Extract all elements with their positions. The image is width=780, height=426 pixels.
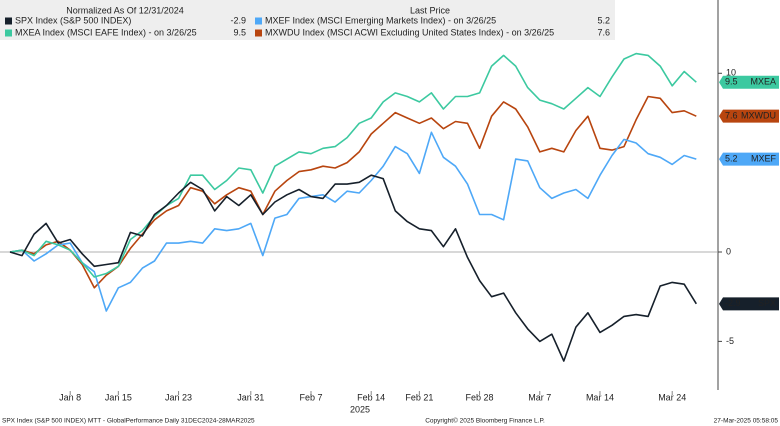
legend-title: Normalized As Of 12/31/2024 bbox=[66, 5, 184, 15]
legend-value: 7.6 bbox=[597, 27, 610, 37]
x-tick-label: Jan 15 bbox=[105, 392, 132, 402]
y-tick-label: -5 bbox=[726, 336, 734, 346]
value-tag-value: 9.5 bbox=[725, 77, 738, 87]
footer-right: 27-Mar-2025 05:58:05 bbox=[714, 418, 779, 425]
legend-background bbox=[0, 0, 615, 40]
legend-label: MXEA Index (MSCI EAFE Index) - on 3/26/2… bbox=[15, 27, 197, 37]
series-line bbox=[9, 131, 697, 312]
value-tag bbox=[719, 109, 779, 123]
value-tag bbox=[719, 75, 779, 89]
value-tag-name: MXEF bbox=[751, 153, 777, 163]
x-tick-label: Jan 8 bbox=[59, 392, 81, 402]
footer-center: Copyright© 2025 Bloomberg Finance L.P. bbox=[425, 417, 545, 425]
x-tick-label: Feb 28 bbox=[466, 392, 494, 402]
value-tag-value: 5.2 bbox=[725, 153, 738, 163]
x-axis-label: 2025 bbox=[350, 404, 370, 414]
x-tick-label: Mar 7 bbox=[528, 392, 551, 402]
footer-left: SPX Index (S&P 500 INDEX) MTT - GlobalPe… bbox=[2, 418, 255, 425]
series-line bbox=[9, 174, 697, 362]
legend-value: -2.9 bbox=[230, 15, 246, 25]
legend-label: SPX Index (S&P 500 INDEX) bbox=[15, 15, 131, 25]
legend-value-title: Last Price bbox=[410, 5, 450, 15]
value-tag-value: 7.6 bbox=[725, 111, 738, 121]
legend-swatch bbox=[5, 29, 12, 37]
x-tick-label: Feb 7 bbox=[299, 392, 322, 402]
x-tick-label: Feb 14 bbox=[357, 392, 385, 402]
legend-swatch bbox=[255, 29, 262, 37]
value-tag-name: MXEA bbox=[750, 77, 776, 87]
y-tick-label: 10 bbox=[726, 68, 736, 78]
x-tick-label: Mar 14 bbox=[586, 392, 614, 402]
x-tick-label: Feb 21 bbox=[405, 392, 433, 402]
value-tag bbox=[719, 152, 779, 166]
x-tick-label: Jan 23 bbox=[165, 392, 192, 402]
legend-label: MXEF Index (MSCI Emerging Markets Index)… bbox=[265, 15, 496, 25]
legend-label: MXWDU Index (MSCI ACWI Excluding United … bbox=[265, 27, 554, 37]
value-tag-name: MXWDU bbox=[741, 111, 776, 121]
value-tag bbox=[719, 297, 779, 311]
value-tag-value: -2.9 bbox=[725, 298, 741, 308]
x-tick-label: Mar 24 bbox=[658, 392, 686, 402]
series-line bbox=[9, 52, 697, 278]
x-tick-label: Jan 31 bbox=[237, 392, 264, 402]
legend-swatch bbox=[5, 17, 12, 25]
legend-value: 5.2 bbox=[597, 15, 610, 25]
legend-value: 9.5 bbox=[233, 27, 246, 37]
series-line bbox=[9, 95, 697, 289]
y-tick-label: 0 bbox=[726, 246, 731, 256]
value-tag-name: SPX bbox=[758, 298, 776, 308]
legend-swatch bbox=[255, 17, 262, 25]
